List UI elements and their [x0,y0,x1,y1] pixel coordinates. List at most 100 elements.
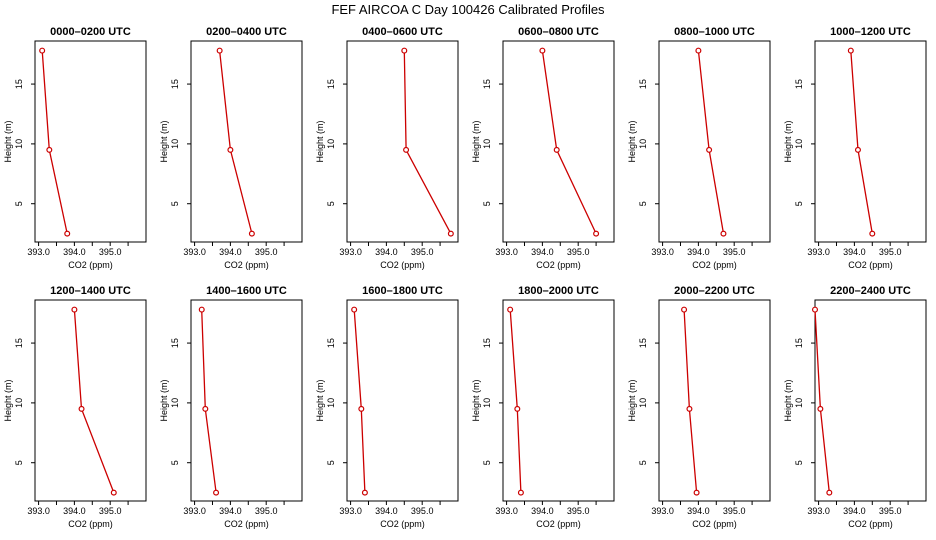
panel-title: 0400–0600 UTC [362,26,443,38]
y-tick-label: 15 [170,79,180,89]
x-tick-label: 394.0 [843,247,866,257]
chart-panel: 2000–2200 UTC 393.0 394.0 395.0 5 10 15 CO2 (pp… [627,285,771,529]
profile-line [814,309,830,493]
y-tick-label: 5 [794,460,804,465]
panel-title: 2000–2200 UTC [674,285,755,297]
y-tick-label: 15 [326,338,336,348]
y-tick-label: 15 [482,338,492,348]
x-tick-label: 395.0 [255,506,278,516]
x-axis-label: CO2 (ppm) [380,260,425,270]
plot-frame [190,40,303,243]
y-tick-label: 10 [170,139,180,149]
y-tick-label: 10 [638,139,648,149]
x-tick-label: 394.0 [687,247,710,257]
x-tick-label: 393.0 [807,247,830,257]
y-tick-label: 5 [14,201,24,206]
data-point [447,230,454,237]
x-tick-label: 395.0 [99,506,122,516]
y-axis-label: Height (m) [627,379,637,421]
data-point [248,230,255,237]
x-axis-label: CO2 (ppm) [536,519,581,529]
data-point [39,47,46,54]
plot-frame [502,299,615,502]
panel-title: 0800–1000 UTC [674,26,755,38]
y-axis-label: Height (m) [315,379,325,421]
y-tick-label: 5 [170,201,180,206]
x-tick-label: 395.0 [99,247,122,257]
plot-frame [34,299,147,502]
data-point [539,47,546,54]
profile-line [201,309,217,493]
x-tick-label: 394.0 [531,506,554,516]
data-point [358,405,365,412]
x-tick-label: 393.0 [807,506,830,516]
profile-line [509,309,522,493]
x-axis-label: CO2 (ppm) [380,519,425,529]
x-axis-label: CO2 (ppm) [68,260,113,270]
data-point [202,405,209,412]
y-tick-label: 10 [326,139,336,149]
x-tick-label: 393.0 [183,506,206,516]
plot-frame [658,40,771,243]
x-tick-label: 393.0 [651,247,674,257]
y-tick-label: 15 [638,338,648,348]
chart-panel: 0800–1000 UTC 393.0 394.0 395.0 5 10 15 CO2 (pp… [627,26,771,270]
y-tick-label: 10 [794,139,804,149]
y-tick-label: 5 [794,201,804,206]
x-tick-label: 395.0 [411,247,434,257]
x-axis-label: CO2 (ppm) [536,260,581,270]
x-tick-label: 395.0 [879,506,902,516]
y-axis-label: Height (m) [783,379,793,421]
x-tick-label: 393.0 [495,506,518,516]
x-axis-label: CO2 (ppm) [224,260,269,270]
x-tick-label: 394.0 [375,506,398,516]
data-point [514,405,521,412]
y-tick-label: 10 [482,398,492,408]
x-tick-label: 394.0 [843,506,866,516]
y-tick-label: 15 [794,79,804,89]
plot-frame [814,299,927,502]
plot-frame [502,40,615,243]
data-point [681,306,688,313]
y-tick-label: 15 [14,79,24,89]
y-axis-label: Height (m) [783,120,793,162]
y-axis-label: Height (m) [471,120,481,162]
x-tick-label: 394.0 [531,247,554,257]
chart-panel: 0000–0200 UTC 393.0 394.0 395.0 5 10 15 CO2 (pp… [3,26,147,270]
data-point [78,405,85,412]
panel-grid: 0000–0200 UTC 393.0 394.0 395.0 5 10 15 CO2 (pp… [3,26,927,529]
y-tick-label: 10 [638,398,648,408]
x-tick-label: 393.0 [651,506,674,516]
y-tick-label: 15 [326,79,336,89]
chart-panel: 1400–1600 UTC 393.0 394.0 395.0 5 10 15 CO2 (pp… [159,285,303,529]
x-axis-label: CO2 (ppm) [692,260,737,270]
x-tick-label: 393.0 [339,247,362,257]
profile-line [697,50,725,234]
y-tick-label: 5 [326,460,336,465]
x-tick-label: 395.0 [567,506,590,516]
y-tick-label: 10 [482,139,492,149]
data-point [553,146,560,153]
x-axis-label: CO2 (ppm) [848,519,893,529]
panel-title: 0600–0800 UTC [518,26,599,38]
x-axis-label: CO2 (ppm) [692,519,737,529]
data-point [110,489,117,496]
data-point [854,146,861,153]
data-point [869,230,876,237]
x-axis-label: CO2 (ppm) [848,260,893,270]
data-point [517,489,524,496]
x-tick-label: 394.0 [63,247,86,257]
y-tick-label: 5 [638,201,648,206]
chart-panel: 1000–1200 UTC 393.0 394.0 395.0 5 10 15 CO2 (pp… [783,26,927,270]
x-tick-label: 395.0 [255,247,278,257]
data-point [64,230,71,237]
y-tick-label: 15 [170,338,180,348]
data-point [46,146,53,153]
data-point [507,306,514,313]
y-tick-label: 5 [482,201,492,206]
y-tick-label: 10 [170,398,180,408]
y-axis-label: Height (m) [159,120,169,162]
panel-title: 1800–2000 UTC [518,285,599,297]
data-point [817,405,824,412]
